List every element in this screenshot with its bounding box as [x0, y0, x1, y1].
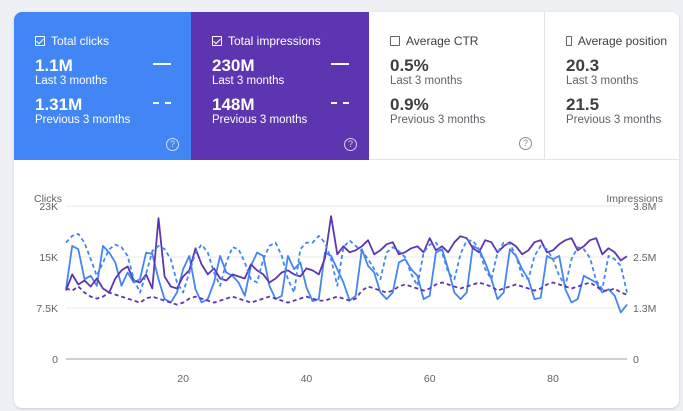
checkbox-unchecked-icon[interactable]	[390, 36, 400, 46]
help-icon[interactable]: ?	[344, 138, 357, 151]
performance-panel: Total clicks 1.1M Last 3 months 1.31M Pr…	[14, 12, 679, 408]
card-header: Average CTR	[390, 34, 532, 48]
checkbox-checked-icon[interactable]	[212, 36, 222, 46]
card-label: Average position	[577, 34, 667, 48]
card-label: Average CTR	[406, 34, 479, 48]
metric-period: Last 3 months	[212, 75, 285, 87]
metric-value: 0.5%	[390, 56, 429, 75]
metric-card-average-ctr[interactable]: Average CTR 0.5% Last 3 months 0.9% Prev…	[369, 12, 545, 160]
help-icon[interactable]: ?	[519, 137, 532, 150]
series-line-0	[65, 245, 628, 314]
card-label: Total clicks	[51, 34, 110, 48]
metric-prev-value: 1.31M	[35, 95, 83, 114]
card-header: Total impressions	[212, 34, 357, 48]
metric-prev-value: 148M	[212, 95, 255, 114]
metric-prev-period: Previous 3 months	[390, 114, 486, 126]
y-axis-title: Clicks	[34, 193, 62, 205]
card-header: Total clicks	[35, 34, 179, 48]
y2-tick-label: 3.8M	[633, 201, 656, 213]
x-tick-label: 20	[177, 373, 189, 385]
y-tick-label: 7.5K	[36, 303, 58, 315]
checkbox-checked-icon[interactable]	[35, 36, 45, 46]
y2-tick-label: 0	[633, 354, 639, 366]
card-header: Average position	[566, 34, 667, 48]
metric-prev-value: 21.5	[566, 95, 600, 114]
solid-line-legend-icon	[153, 63, 171, 65]
metric-card-total-clicks[interactable]: Total clicks 1.1M Last 3 months 1.31M Pr…	[14, 12, 191, 160]
metric-value: 1.1M	[35, 56, 73, 75]
y2-tick-label: 2.5M	[633, 252, 656, 264]
metric-prev-period: Previous 3 months	[212, 114, 308, 126]
series-line-2	[65, 233, 628, 294]
x-tick-label: 60	[424, 373, 436, 385]
help-icon[interactable]: ?	[166, 138, 179, 151]
metric-period: Last 3 months	[390, 75, 463, 87]
metric-card-total-impressions[interactable]: Total impressions 230M Last 3 months 148…	[191, 12, 369, 160]
y-tick-label: 15K	[39, 252, 58, 264]
x-tick-label: 80	[547, 373, 559, 385]
y2-tick-label: 1.3M	[633, 303, 656, 315]
dashed-line-legend-icon	[153, 102, 171, 104]
series-line-1	[65, 215, 628, 294]
metric-prev-value: 0.9%	[390, 95, 429, 114]
y-tick-label: 23K	[39, 201, 58, 213]
solid-line-legend-icon	[331, 63, 349, 65]
metric-card-average-position[interactable]: Average position 20.3 Last 3 months 21.5…	[545, 12, 679, 160]
metric-period: Last 3 months	[35, 75, 108, 87]
checkbox-unchecked-icon[interactable]	[566, 36, 572, 46]
y2-axis-title: Impressions	[606, 193, 663, 205]
metric-prev-period: Previous 3 months	[566, 114, 662, 126]
y-tick-label: 0	[52, 354, 58, 366]
metric-period: Last 3 months	[566, 75, 639, 87]
card-label: Total impressions	[228, 34, 321, 48]
dashed-line-legend-icon	[331, 102, 349, 104]
x-tick-label: 40	[301, 373, 313, 385]
metric-prev-period: Previous 3 months	[35, 114, 131, 126]
series-line-3	[65, 281, 628, 306]
metric-cards: Total clicks 1.1M Last 3 months 1.31M Pr…	[14, 12, 679, 160]
metric-value: 230M	[212, 56, 255, 75]
performance-chart[interactable]: Clicks Impressions 0 0 7.5K 1.3M 15K 2.5M 23K 3.8…	[14, 160, 679, 408]
metric-value: 20.3	[566, 56, 600, 75]
